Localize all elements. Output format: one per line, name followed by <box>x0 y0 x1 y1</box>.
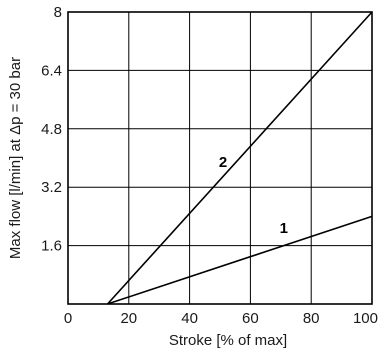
x-tick-labels: 0 20 40 60 80 100 <box>64 310 378 327</box>
x-axis-label: Stroke [% of max] <box>169 332 287 349</box>
series-layer: 12 <box>106 11 373 305</box>
series-line-1 <box>107 215 373 305</box>
y-tick-label: 8 <box>54 4 62 21</box>
y-tick-labels: 1.6 3.2 4.8 6.4 8 <box>41 4 62 255</box>
y-axis-label: Max flow [l/min] at Δp = 30 bar <box>7 57 24 259</box>
x-tick-label: 80 <box>303 310 320 327</box>
grid-layer <box>68 12 372 304</box>
y-tick-label: 1.6 <box>41 238 62 255</box>
x-tick-label: 100 <box>353 310 378 327</box>
x-tick-label: 20 <box>120 310 137 327</box>
x-tick-label: 0 <box>64 310 72 327</box>
y-tick-label: 4.8 <box>41 121 62 138</box>
y-tick-label: 3.2 <box>41 179 62 196</box>
y-tick-label: 6.4 <box>41 62 62 79</box>
plot-frame <box>67 11 373 305</box>
series-line-2 <box>106 11 373 305</box>
series-label-1: 1 <box>280 220 288 237</box>
series-label-2: 2 <box>219 154 227 171</box>
x-tick-label: 60 <box>242 310 259 327</box>
x-tick-label: 40 <box>181 310 198 327</box>
